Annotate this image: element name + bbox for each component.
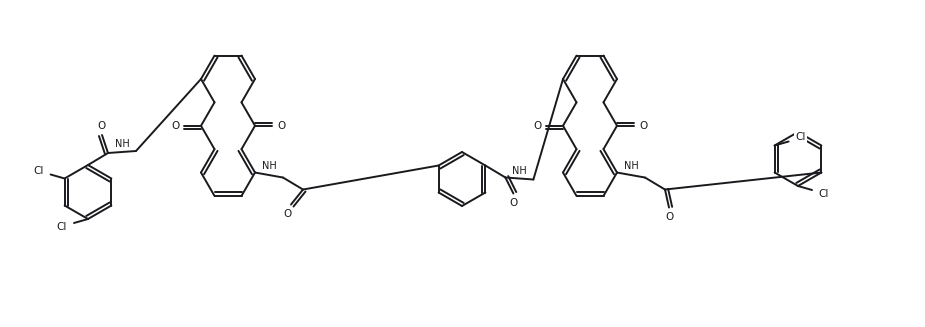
Text: O: O [283,209,291,218]
Text: O: O [98,121,106,131]
Text: O: O [533,121,541,131]
Text: O: O [277,121,285,131]
Text: NH: NH [623,161,638,171]
Text: NH: NH [262,161,277,171]
Text: NH: NH [512,165,526,176]
Text: Cl: Cl [56,222,68,232]
Text: O: O [510,198,517,208]
Text: O: O [665,212,673,221]
Text: Cl: Cl [796,132,806,143]
Text: O: O [171,121,179,131]
Text: O: O [639,121,648,131]
Text: Cl: Cl [33,165,43,176]
Text: Cl: Cl [819,189,829,199]
Text: NH: NH [115,139,130,149]
